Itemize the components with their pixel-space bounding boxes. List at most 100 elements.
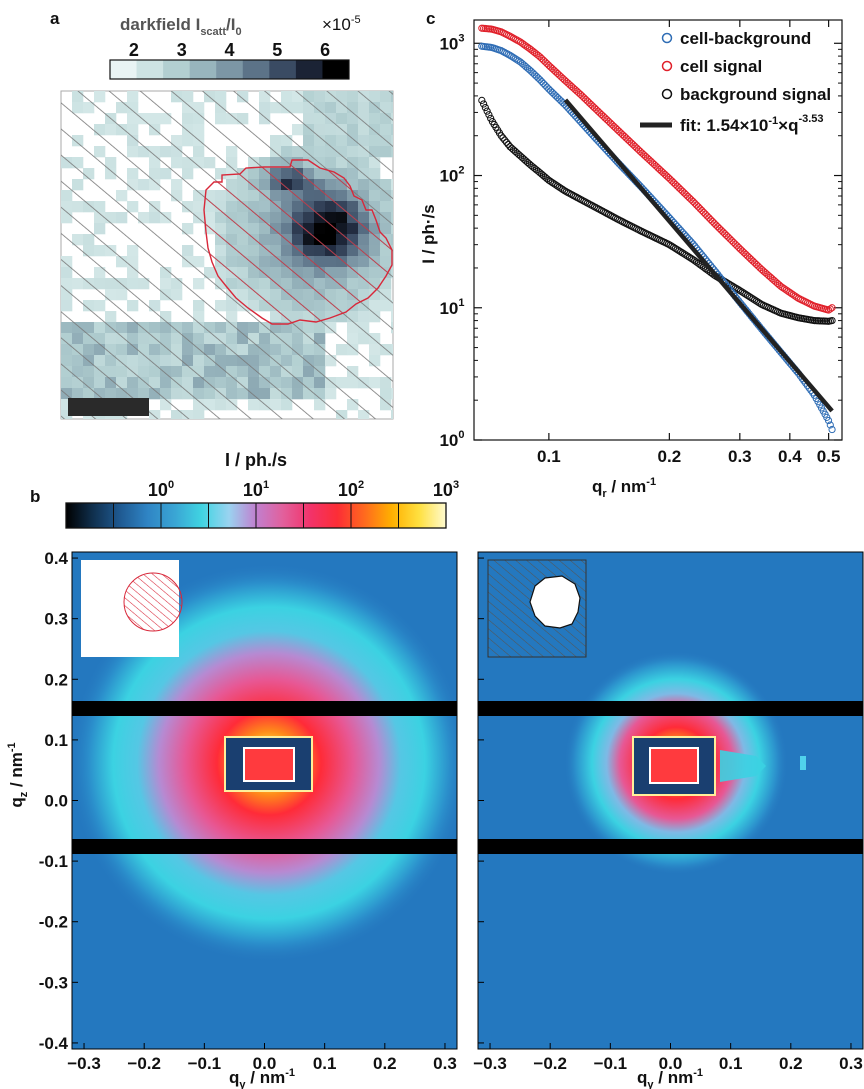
panel-b-xlabel-right-main: q [637, 1068, 647, 1087]
panel-b-xtick-label: −0.1 [594, 1054, 628, 1073]
data-point [735, 286, 743, 294]
panel-b-ytick-label: 0.3 [44, 610, 68, 629]
data-point [673, 245, 681, 254]
data-point [560, 187, 569, 195]
legend-marker [661, 60, 673, 72]
colorbar-a-swatch [189, 60, 217, 79]
colorbar-b-tick-label: 100 [148, 479, 174, 500]
data-point [508, 52, 516, 61]
data-point [668, 242, 676, 250]
colorbar-a-label-main: darkfield I [120, 15, 200, 34]
colorbar-a-mult-base: ×10 [322, 15, 351, 34]
panel-b-xtick-label: −0.1 [188, 1054, 222, 1073]
data-point [747, 294, 755, 302]
panel-b-xtick-label: 0.1 [719, 1054, 743, 1073]
panel-b-xtick-label: 0.2 [373, 1054, 397, 1073]
panel-b-ylabel-exp: -1 [6, 742, 18, 752]
data-point [483, 107, 491, 115]
data-point [793, 293, 801, 301]
colorbar-a-label-sub2: 0 [235, 26, 241, 38]
data-point [675, 247, 683, 255]
data-point [687, 254, 695, 263]
data-point [791, 292, 799, 300]
panel-b-ytick-label: -0.3 [39, 973, 68, 992]
legend-label: cell signal [680, 57, 762, 76]
colorbar-a-swatch [163, 60, 191, 79]
data-point [826, 305, 834, 313]
panel-b-xlabel-left: qy / nm-1 [229, 1067, 295, 1089]
panel-c: c 0.1 0.2 0.3 0.4 0.5 100 101 102 103 cell-backg… [419, 9, 843, 500]
plot-c-axes [473, 19, 843, 441]
plot-c-ylabel: I / ph·/s [419, 204, 438, 264]
legend-marker [661, 88, 673, 100]
data-point [546, 177, 555, 185]
data-point [685, 253, 694, 261]
data-point [481, 103, 489, 112]
plot-c-series [478, 24, 836, 434]
data-point [682, 251, 690, 259]
panel-b-ticks: −0.3 −0.2 −0.1 0.0 0.1 0.2 0.3 −0.3 −0.2 −0.1 0.0 0… [39, 549, 863, 1073]
panel-b-xlabel-right-unit: / nm [654, 1068, 694, 1087]
detector-gap-bottom-cell [72, 839, 457, 854]
panel-b-xtick-label: 0.2 [779, 1054, 803, 1073]
colorbar-a-tick-label: 3 [177, 40, 187, 60]
colorbar-b-tick-label: 102 [338, 479, 364, 500]
data-point [553, 182, 562, 190]
data-point [559, 185, 567, 194]
data-point [824, 306, 833, 314]
detector-image-background [478, 552, 863, 1049]
data-point [677, 248, 685, 256]
detector-gap-bottom-bg [478, 839, 863, 854]
colorbar-b-ticks: 100 101 102 103 [148, 479, 459, 500]
panel-b-ytick-label: 0.2 [44, 670, 68, 689]
detector-gap-top-cell [72, 701, 457, 716]
data-point [485, 111, 493, 119]
colorbar-a-swatch [216, 60, 244, 79]
data-point [738, 288, 746, 296]
fit-line [563, 98, 834, 413]
panel-label-c: c [426, 9, 435, 28]
data-point [555, 183, 563, 191]
data-point [678, 249, 687, 257]
cell-mask-outline [203, 159, 393, 325]
colorbar-a-label-sub1: scatt [200, 26, 226, 38]
data-point [550, 180, 558, 188]
colorbar-a-tick-label: 4 [224, 40, 234, 60]
plot-c-xtick-label: 0.2 [658, 447, 682, 466]
data-point [828, 304, 836, 312]
data-point [480, 100, 488, 108]
plot-c-xlabel-unit: / nm [607, 477, 647, 496]
colorbar-a-label-mid: /I [226, 15, 235, 34]
colorbar-a-swatch [242, 60, 270, 79]
panel-b-xtick-label: 0.0 [253, 1054, 277, 1073]
panel-b-ytick-label: -0.4 [39, 1034, 69, 1053]
data-point [502, 138, 511, 146]
panel-b-xtick-label: −0.3 [67, 1054, 101, 1073]
panel-label-b: b [30, 487, 40, 506]
inset-cell-region [123, 572, 183, 632]
data-point [557, 184, 565, 192]
panel-b-xtick-label: 0.1 [313, 1054, 337, 1073]
panel-b-ylabel-sub: z [18, 791, 30, 797]
panel-b-xtick-label: −0.3 [473, 1054, 507, 1073]
data-point [826, 421, 834, 429]
data-point [671, 244, 680, 253]
panel-a: a darkfield Iscatt/I0 ×10-5 2 3 4 5 6 [50, 9, 394, 420]
plot-c-ytick-label: 100 [439, 429, 464, 450]
plot-c-legend: cell-background cell signal background sig… [640, 29, 831, 135]
panel-b-ytick-label: -0.1 [39, 852, 68, 871]
colorbar-a-swatch [295, 60, 323, 79]
panel-b-xlabel-right-sub: y [647, 1079, 654, 1089]
data-point [670, 243, 678, 251]
data-point [828, 425, 836, 434]
colorbar-a-swatch [110, 60, 138, 79]
plot-c-xlabel-sub: r [602, 488, 607, 500]
plot-c-ticks: 0.1 0.2 0.3 0.4 0.5 100 101 102 103 [439, 20, 842, 466]
plot-c-xlabel: qr / nm-1 [592, 476, 656, 500]
plot-c-xlabel-exp: -1 [646, 476, 656, 488]
data-point [828, 316, 836, 325]
plot-c-xtick-label: 0.4 [778, 447, 802, 466]
panel-b-xlabel-right: qy / nm-1 [637, 1067, 703, 1089]
data-point [513, 56, 521, 64]
